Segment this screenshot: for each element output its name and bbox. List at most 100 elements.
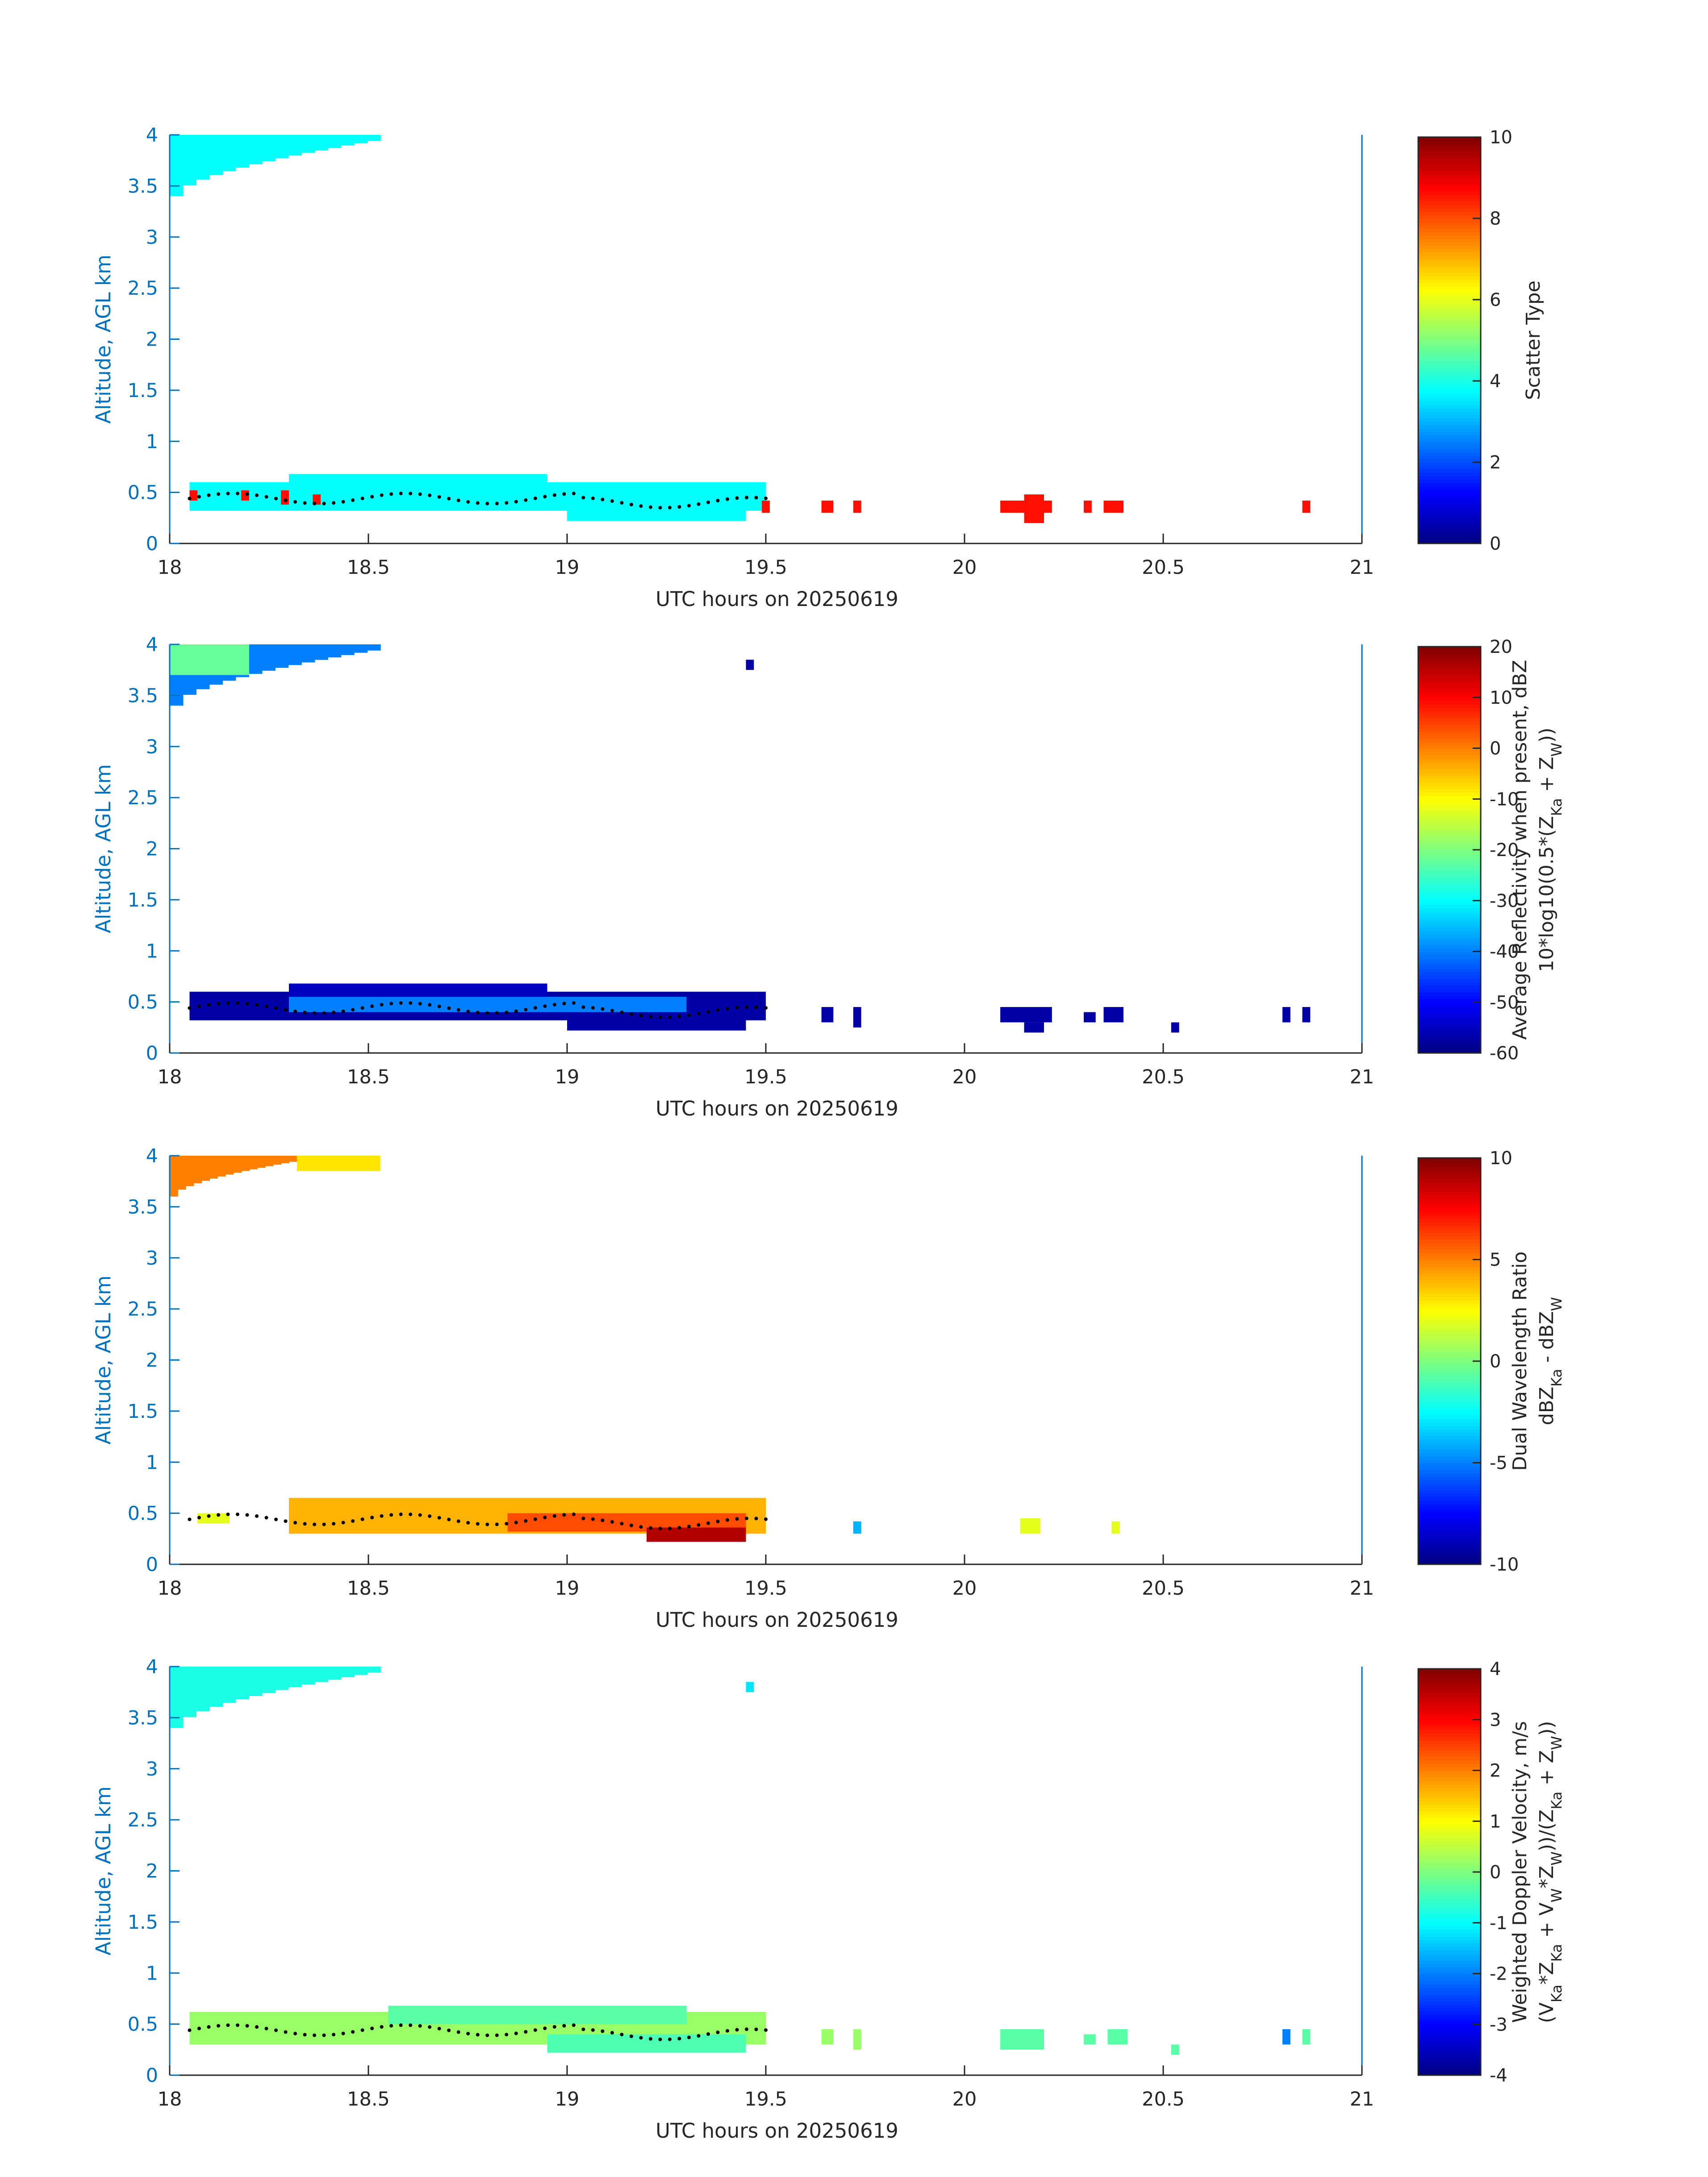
colorbar-strip (1418, 1185, 1481, 1189)
colorbar-strip (1418, 1879, 1481, 1883)
colorbar-strip (1418, 1960, 1481, 1964)
colorbar-strip (1418, 680, 1481, 685)
data-cell (249, 1156, 258, 1170)
cloud-base-point (466, 1521, 470, 1525)
colorbar-strip (1418, 1956, 1481, 1961)
colorbar-strip (1418, 479, 1481, 483)
cloud-base-point (303, 1522, 307, 1526)
colorbar-strip (1418, 972, 1481, 976)
cloud-base-point (476, 2033, 480, 2037)
colorbar-strip (1418, 2048, 1481, 2052)
colorbar-strip (1418, 1848, 1481, 1852)
cloud-base-point (380, 1003, 384, 1007)
colorbar-strip (1418, 1266, 1481, 1270)
cloud-base-point (418, 1513, 422, 1517)
colorbar-strip (1418, 211, 1481, 216)
colorbar-strip (1418, 670, 1481, 674)
colorbar-strip (1418, 1408, 1481, 1412)
data-cell (853, 2029, 861, 2050)
colorbar-strip (1418, 1208, 1481, 1213)
cloud-base-point (706, 1521, 710, 1525)
colorbar-strip (1418, 384, 1481, 389)
cloud-base-point (581, 2027, 585, 2031)
cloud-base-point (620, 1521, 624, 1525)
data-cell (354, 135, 368, 143)
cloud-base-point (610, 2031, 614, 2035)
cloud-base-point (255, 493, 259, 497)
colorbar-strip (1418, 289, 1481, 293)
colorbar-strip (1418, 1354, 1481, 1358)
y-tick-label: 0.5 (128, 1503, 158, 1525)
colorbar-strip (1418, 846, 1481, 850)
panel-dual-wavelength-ratio: 0 0.5 1 1.5 2 2.5 3 3.5 4 18 18.5 19 19.5 20 20.5 21 UTC… (92, 1145, 1565, 1632)
cloud-base-point (639, 504, 643, 508)
data-cell (248, 644, 263, 674)
label-text: ))/(Z (1536, 1809, 1558, 1851)
data-cell (821, 2029, 834, 2045)
cloud-base-point (466, 2031, 470, 2035)
colorbar-strip (1418, 2055, 1481, 2059)
cloud-base-point (552, 2025, 556, 2029)
cloud-base-point (313, 1522, 317, 1526)
y-tick-label: 1 (146, 1962, 158, 1985)
colorbar-strip (1418, 2041, 1481, 2045)
colorbar-strip (1418, 667, 1481, 671)
colorbar-strip (1418, 2051, 1481, 2056)
colorbar-strip (1418, 323, 1481, 327)
colorbar-strip (1418, 1320, 1481, 1325)
colorbar-strip (1418, 1242, 1481, 1247)
colorbar-strip (1418, 1171, 1481, 1175)
data-cell (241, 1156, 250, 1171)
cloud-base-point (552, 1514, 556, 1518)
cloud-base-point (706, 2032, 710, 2036)
colorbar-strip (1418, 147, 1481, 151)
data-cell (314, 135, 328, 150)
cloud-base-point (485, 1011, 489, 1015)
colorbar-strip (1418, 829, 1481, 834)
data-cell (281, 1156, 289, 1163)
colorbar-strip (1418, 1249, 1481, 1254)
colorbar-strip (1418, 1378, 1481, 1382)
cloud-base-point (197, 1004, 201, 1008)
colorbar-strip (1418, 2031, 1481, 2035)
colorbar-tick-label: 0 (1490, 1351, 1501, 1372)
data-cell (341, 135, 355, 146)
x-tick-label: 21 (1350, 1577, 1374, 1600)
x-tick-label: 18 (158, 1066, 182, 1088)
colorbar-strip (1418, 228, 1481, 233)
colorbar-strip (1418, 1929, 1481, 1934)
colorbar-strip (1418, 1009, 1481, 1013)
cloud-base-point (245, 492, 249, 496)
colorbar-strip (1418, 1446, 1481, 1450)
cloud-base-point (245, 2024, 249, 2028)
colorbar-strip (1418, 663, 1481, 668)
cloud-base-point (572, 1513, 576, 1517)
colorbar-strip (1418, 374, 1481, 378)
colorbar-strip (1418, 1178, 1481, 1183)
colorbar-strip (1418, 455, 1481, 460)
colorbar-strip (1418, 1253, 1481, 1257)
colorbar-tick-label: 10 (1490, 688, 1512, 708)
colorbar-strip (1418, 866, 1481, 871)
cloud-base-point (466, 500, 470, 504)
colorbar-strip (1418, 1300, 1481, 1304)
colorbar-strip (1418, 934, 1481, 939)
colorbar-strip (1418, 1963, 1481, 1968)
cloud-base-point (687, 1013, 691, 1017)
colorbar-strip (1418, 391, 1481, 395)
data-cell (201, 1156, 210, 1181)
colorbar-strip (1418, 174, 1481, 178)
colorbar-strip (1418, 1922, 1481, 1927)
colorbar-strip (1418, 313, 1481, 317)
colorbar-strip (1418, 904, 1481, 908)
colorbar-strip (1418, 1801, 1481, 1805)
colorbar-strip (1418, 1916, 1481, 1920)
data-cell (327, 135, 342, 148)
colorbar-strip (1418, 2035, 1481, 2039)
y-tick-label: 1.5 (128, 1911, 158, 1934)
colorbar-strip (1418, 452, 1481, 456)
y-tick-label: 0.5 (128, 991, 158, 1014)
cloud-base-point (293, 2031, 297, 2035)
colorbar-strip (1418, 1469, 1481, 1474)
cloud-base-point (658, 1015, 662, 1019)
